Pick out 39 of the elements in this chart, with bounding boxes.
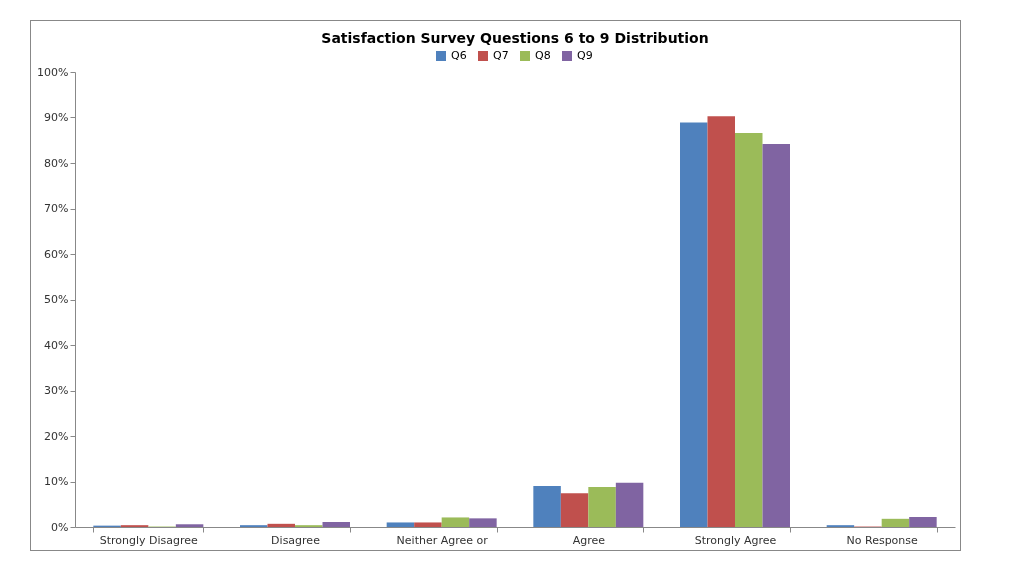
- y-tick-label: 30%: [44, 384, 69, 397]
- y-tick-label: 10%: [44, 475, 69, 488]
- y-tick-label: 70%: [44, 202, 69, 215]
- x-tick-label: Agree: [572, 533, 606, 547]
- bar: [909, 516, 937, 527]
- bar: [762, 143, 790, 527]
- bar: [707, 116, 735, 527]
- y-tick-label: 20%: [44, 429, 69, 443]
- y-tick-label: 100%: [37, 65, 69, 79]
- bar: [267, 523, 295, 527]
- bar: [735, 132, 763, 527]
- bar: [441, 517, 470, 527]
- bar: [533, 486, 561, 527]
- x-tick-label: Disagree: [271, 533, 321, 547]
- bar: [386, 522, 415, 527]
- y-tick-label: 50%: [44, 293, 69, 306]
- bar: [881, 518, 910, 527]
- legend-label: Q6: [451, 49, 467, 62]
- y-tick-label: 40%: [44, 338, 69, 352]
- bar: [560, 493, 589, 527]
- bar: [322, 522, 350, 527]
- y-tick-label: 60%: [44, 247, 69, 261]
- legend-label: Q8: [535, 49, 551, 62]
- x-tick-label: Strongly Agree: [694, 533, 777, 547]
- y-tick-label: 90%: [44, 111, 69, 124]
- bar: [615, 482, 644, 527]
- bar: [469, 518, 497, 527]
- bar: [680, 122, 708, 527]
- y-tick-label: 0%: [51, 520, 69, 534]
- x-tick-label: Strongly Disagree: [99, 533, 199, 547]
- x-tick-label: Neither Agree or: [396, 533, 489, 547]
- legend-label: Q7: [493, 49, 509, 62]
- bar: [175, 524, 204, 527]
- x-tick-label: No Response: [846, 533, 919, 547]
- bar: [588, 486, 616, 527]
- legend-label: Q9: [577, 49, 593, 62]
- chart-title: Satisfaction Survey Questions 6 to 9 Distribution: [321, 30, 709, 46]
- bar: [414, 522, 442, 527]
- y-tick-label: 80%: [44, 156, 69, 170]
